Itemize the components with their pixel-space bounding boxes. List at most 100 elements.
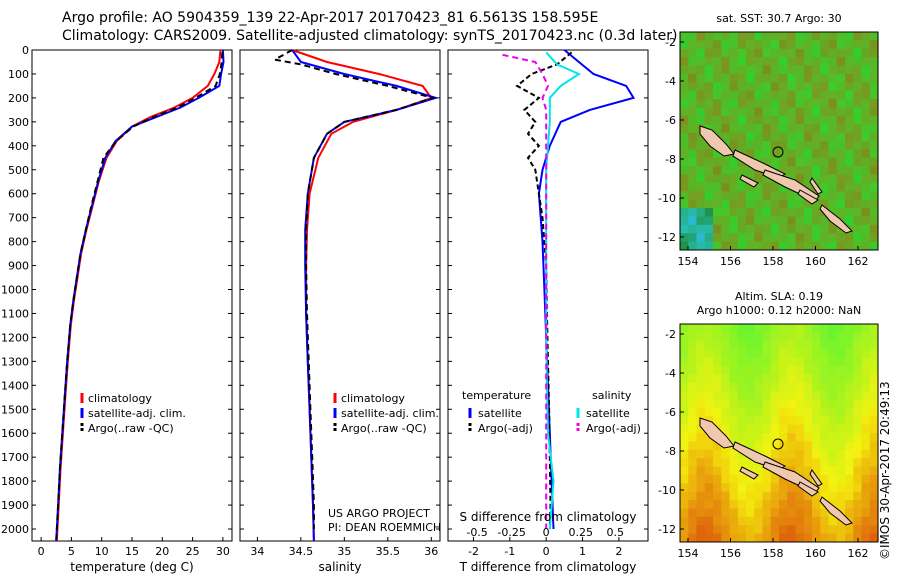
map-cell: [680, 48, 689, 58]
map-cell: [779, 483, 788, 493]
map-cell: [812, 82, 821, 92]
map-cell: [869, 90, 879, 100]
y-tick-label: 100: [8, 68, 29, 81]
map-sla: 154 156 158 160 162 -2 -4 -6 -8 -10 -12 Altim. SLA:…: [658, 290, 879, 560]
map-cell: [836, 466, 846, 476]
map-cell: [795, 340, 805, 350]
map-cell: [828, 391, 838, 400]
map-cell: [713, 365, 722, 375]
map-cell: [779, 224, 788, 234]
map-cell: [836, 399, 846, 409]
map-cell: [795, 416, 805, 426]
map-cell: [779, 424, 788, 434]
map-cell: [812, 157, 821, 167]
map-cell: [729, 199, 739, 209]
map-cell: [853, 424, 863, 434]
map-cell: [704, 324, 714, 333]
map-cell: [820, 508, 830, 518]
x-tick-label: 34.5: [289, 545, 314, 558]
map-cell: [746, 340, 755, 350]
map-cell: [770, 407, 780, 417]
map-cell: [820, 433, 830, 442]
map-cell: [713, 357, 722, 367]
map-cell: [861, 40, 871, 50]
map-cell: [754, 90, 764, 100]
map-cell: [812, 441, 821, 451]
map-cell: [696, 399, 706, 409]
map-cell: [680, 374, 689, 384]
map-cell: [680, 166, 689, 176]
map-cell: [688, 525, 698, 535]
map-cell: [787, 525, 797, 535]
map-cell: [680, 174, 689, 184]
map-cell: [803, 124, 813, 134]
map-cell: [713, 458, 722, 468]
map-cell: [696, 433, 706, 442]
map-cell: [737, 416, 747, 426]
map-cell: [845, 533, 854, 543]
map-cell: [713, 500, 722, 509]
y-tick-label: 1200: [1, 331, 29, 344]
map-cell: [795, 124, 805, 134]
map-cell: [721, 241, 731, 251]
map-cell: [836, 57, 846, 67]
map-cell: [803, 107, 813, 117]
map-cell: [787, 40, 797, 50]
map-cell: [861, 191, 871, 201]
map-cell: [787, 233, 797, 243]
map-cell: [680, 73, 689, 83]
map-cell: [845, 332, 854, 342]
map-cell: [729, 416, 739, 426]
map-cell: [853, 124, 863, 134]
map-cell: [869, 241, 879, 251]
map-cell: [754, 32, 764, 41]
map-cell: [803, 391, 813, 400]
map-cell: [853, 449, 863, 459]
map-cell: [713, 474, 722, 484]
map-cell: [713, 99, 722, 108]
map-cell: [828, 441, 838, 451]
map-cell: [754, 474, 764, 484]
map-cell: [713, 216, 722, 226]
map-cell: [795, 32, 805, 41]
map-cell: [779, 124, 788, 134]
map-cell: [729, 99, 739, 108]
map-cell: [779, 500, 788, 509]
map-cell: [803, 449, 813, 459]
map-cell: [746, 224, 755, 234]
map-cell: [820, 174, 830, 184]
map-cell: [696, 233, 706, 243]
map-cell: [713, 533, 722, 543]
map-cell: [680, 357, 689, 367]
map-cell: [721, 65, 731, 75]
map-cell: [696, 40, 706, 50]
map-cell: [869, 32, 879, 41]
map-cell: [680, 324, 689, 333]
map-cell: [746, 516, 755, 526]
map-cell: [795, 224, 805, 234]
island-shape: [797, 481, 819, 497]
map-cell: [845, 349, 854, 359]
map-cell: [828, 124, 838, 134]
map-title: Argo h1000: 0.12 h2000: NaN: [697, 304, 862, 317]
y-tick-label: 1900: [1, 499, 29, 512]
map-cell: [746, 199, 755, 209]
series-line-satellite: [545, 51, 581, 530]
x-axis-label: T difference from climatology: [459, 560, 637, 574]
map-cell: [754, 191, 764, 201]
map-cell: [779, 48, 788, 58]
map-cell: [770, 40, 780, 50]
map-cell: [861, 525, 871, 535]
map-cell: [746, 166, 755, 176]
map-cell: [779, 357, 788, 367]
map-cell: [861, 57, 871, 67]
map-cell: [688, 32, 698, 41]
map-cell: [729, 90, 739, 100]
map-cell: [729, 449, 739, 459]
map-cell: [853, 216, 863, 226]
map-cell: [836, 332, 846, 342]
map-cell: [836, 124, 846, 134]
map-cell: [853, 107, 863, 117]
map-cell: [746, 99, 755, 108]
map-cell: [812, 224, 821, 234]
